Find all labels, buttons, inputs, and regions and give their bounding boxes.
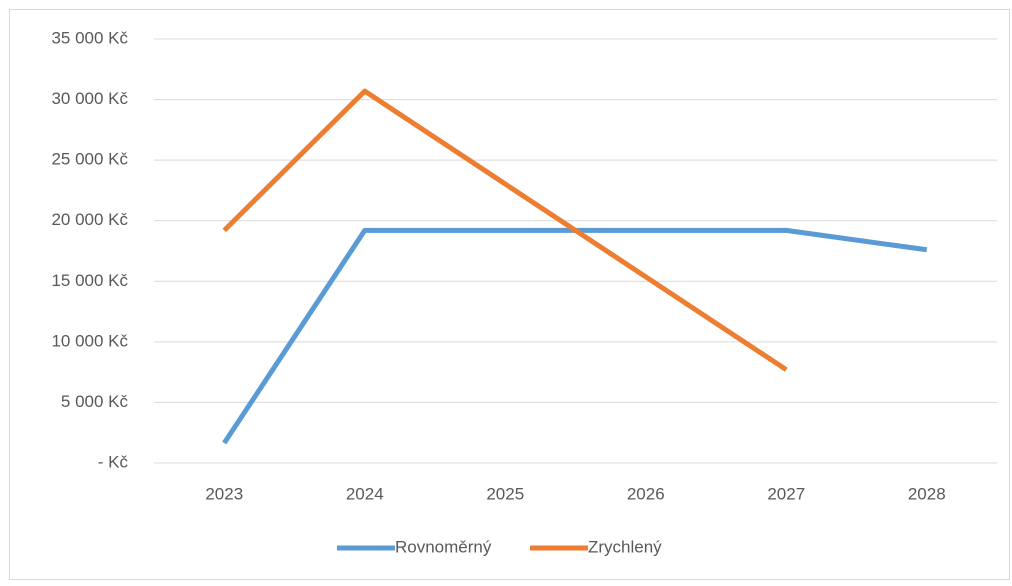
y-tick-label: 30 000 Kč (51, 89, 128, 108)
y-tick-label: 10 000 Kč (51, 331, 128, 350)
x-tick-label: 2027 (767, 484, 805, 503)
legend-label: Zrychlený (588, 537, 662, 556)
y-tick-label: 15 000 Kč (51, 271, 128, 290)
y-tick-label: 35 000 Kč (51, 28, 128, 47)
y-tick-label: 20 000 Kč (51, 210, 128, 229)
y-tick-label: 5 000 Kč (61, 392, 129, 411)
x-tick-label: 2028 (908, 484, 946, 503)
x-tick-label: 2024 (346, 484, 384, 503)
x-tick-label: 2026 (627, 484, 665, 503)
y-tick-label: - Kč (98, 452, 129, 471)
legend-label: Rovnoměrný (395, 537, 492, 556)
y-tick-label: 25 000 Kč (51, 150, 128, 169)
x-tick-label: 2025 (486, 484, 524, 503)
series-line (222, 88, 788, 372)
chart-border (9, 9, 1010, 580)
x-tick-label: 2023 (205, 484, 243, 503)
